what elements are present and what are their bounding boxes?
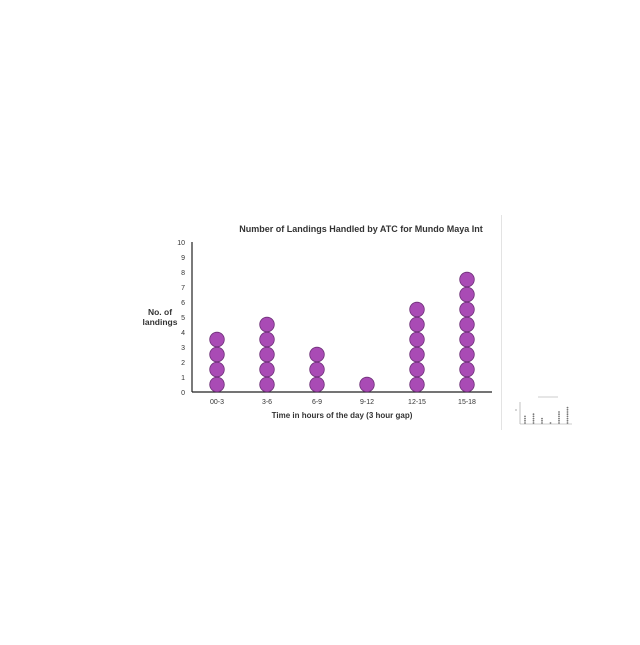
dot-mark xyxy=(459,301,475,318)
dot-mark xyxy=(259,346,275,363)
thumb-dot xyxy=(524,419,526,422)
y-axis-label: No. of landings xyxy=(143,307,178,327)
thumb-dot xyxy=(524,422,526,424)
thumb-dot xyxy=(566,408,569,411)
dot-mark xyxy=(359,376,375,393)
thumb-dot xyxy=(566,415,569,418)
dot-mark xyxy=(409,361,425,378)
dot-mark xyxy=(459,346,475,363)
x-tick-label: 3-6 xyxy=(262,399,272,406)
x-tick-label: 15-18 xyxy=(458,399,476,406)
y-tick-label: 0 xyxy=(181,390,185,397)
x-tick-label: 00-3 xyxy=(210,399,224,406)
dot-mark xyxy=(459,316,475,333)
y-tick-label: 6 xyxy=(181,300,185,307)
dot-mark xyxy=(309,376,325,393)
dot-mark xyxy=(459,376,475,393)
dot-mark xyxy=(459,286,475,303)
y-tick-label: 9 xyxy=(181,255,185,262)
dot-mark xyxy=(209,376,225,393)
dot-mark xyxy=(409,301,425,318)
x-tick-labels: 00-3 3-6 6-9 9-12 12-15 15-18 xyxy=(210,399,476,406)
thumb-dot xyxy=(558,419,560,422)
thumb-dot xyxy=(541,417,543,420)
x-tick-label: 6-9 xyxy=(312,399,322,406)
y-tick-label: 10 xyxy=(177,240,185,247)
thumb-dot xyxy=(532,417,535,420)
thumb-dot xyxy=(566,419,569,422)
thumb-dot xyxy=(566,413,569,416)
dot-mark xyxy=(259,376,275,393)
dot-mark xyxy=(209,361,225,378)
dot-mark xyxy=(409,316,425,333)
y-tick-label: 5 xyxy=(181,315,185,322)
thumb-dot xyxy=(524,415,526,418)
y-tick-label: 4 xyxy=(181,330,185,337)
chart-title: Number of Landings Handled by ATC for Mu… xyxy=(239,224,483,234)
dot-mark xyxy=(409,331,425,348)
thumb-dot xyxy=(541,419,543,422)
dot-mark xyxy=(459,361,475,378)
y-tick-label: 3 xyxy=(181,345,185,352)
y-tick-label: 1 xyxy=(181,375,185,382)
y-tick-labels: 0 1 2 3 4 5 6 7 8 9 10 xyxy=(177,240,185,397)
thumb-dot xyxy=(532,413,535,416)
thumb-dot xyxy=(558,411,560,413)
x-axis-label: Time in hours of the day (3 hour gap) xyxy=(272,411,413,420)
dot-mark xyxy=(259,361,275,378)
thumb-dot xyxy=(541,422,543,424)
thumb-dot xyxy=(549,422,552,424)
x-tick-label: 12-15 xyxy=(408,399,426,406)
dot-mark xyxy=(259,331,275,348)
dot-mark xyxy=(209,346,225,363)
x-tick-label: 9-12 xyxy=(360,399,374,406)
thumb-dot xyxy=(532,422,535,424)
dot-mark xyxy=(409,346,425,363)
thumb-dot xyxy=(532,415,535,418)
thumb-dot xyxy=(532,419,535,422)
panel-divider xyxy=(501,215,502,430)
dot-mark xyxy=(409,376,425,393)
dot-mark xyxy=(259,316,275,333)
dot-mark xyxy=(459,331,475,348)
thumb-dot xyxy=(566,422,569,424)
thumb-dot xyxy=(558,422,560,424)
dot-mark xyxy=(309,346,325,363)
dot-mark xyxy=(309,361,325,378)
dot-marks xyxy=(209,271,475,393)
thumb-dot xyxy=(558,415,560,418)
chart-thumbnail xyxy=(515,396,572,425)
y-tick-label: 2 xyxy=(181,360,185,367)
thumb-dot xyxy=(524,417,526,420)
dot-mark xyxy=(209,331,225,348)
thumb-dot xyxy=(558,413,560,416)
thumb-dot xyxy=(566,411,569,413)
thumb-dot xyxy=(558,417,560,420)
y-tick-label: 8 xyxy=(181,270,185,277)
dot-mark xyxy=(459,271,475,288)
thumb-dot xyxy=(566,417,569,420)
y-tick-label: 7 xyxy=(181,285,185,292)
thumb-dot xyxy=(566,406,569,409)
